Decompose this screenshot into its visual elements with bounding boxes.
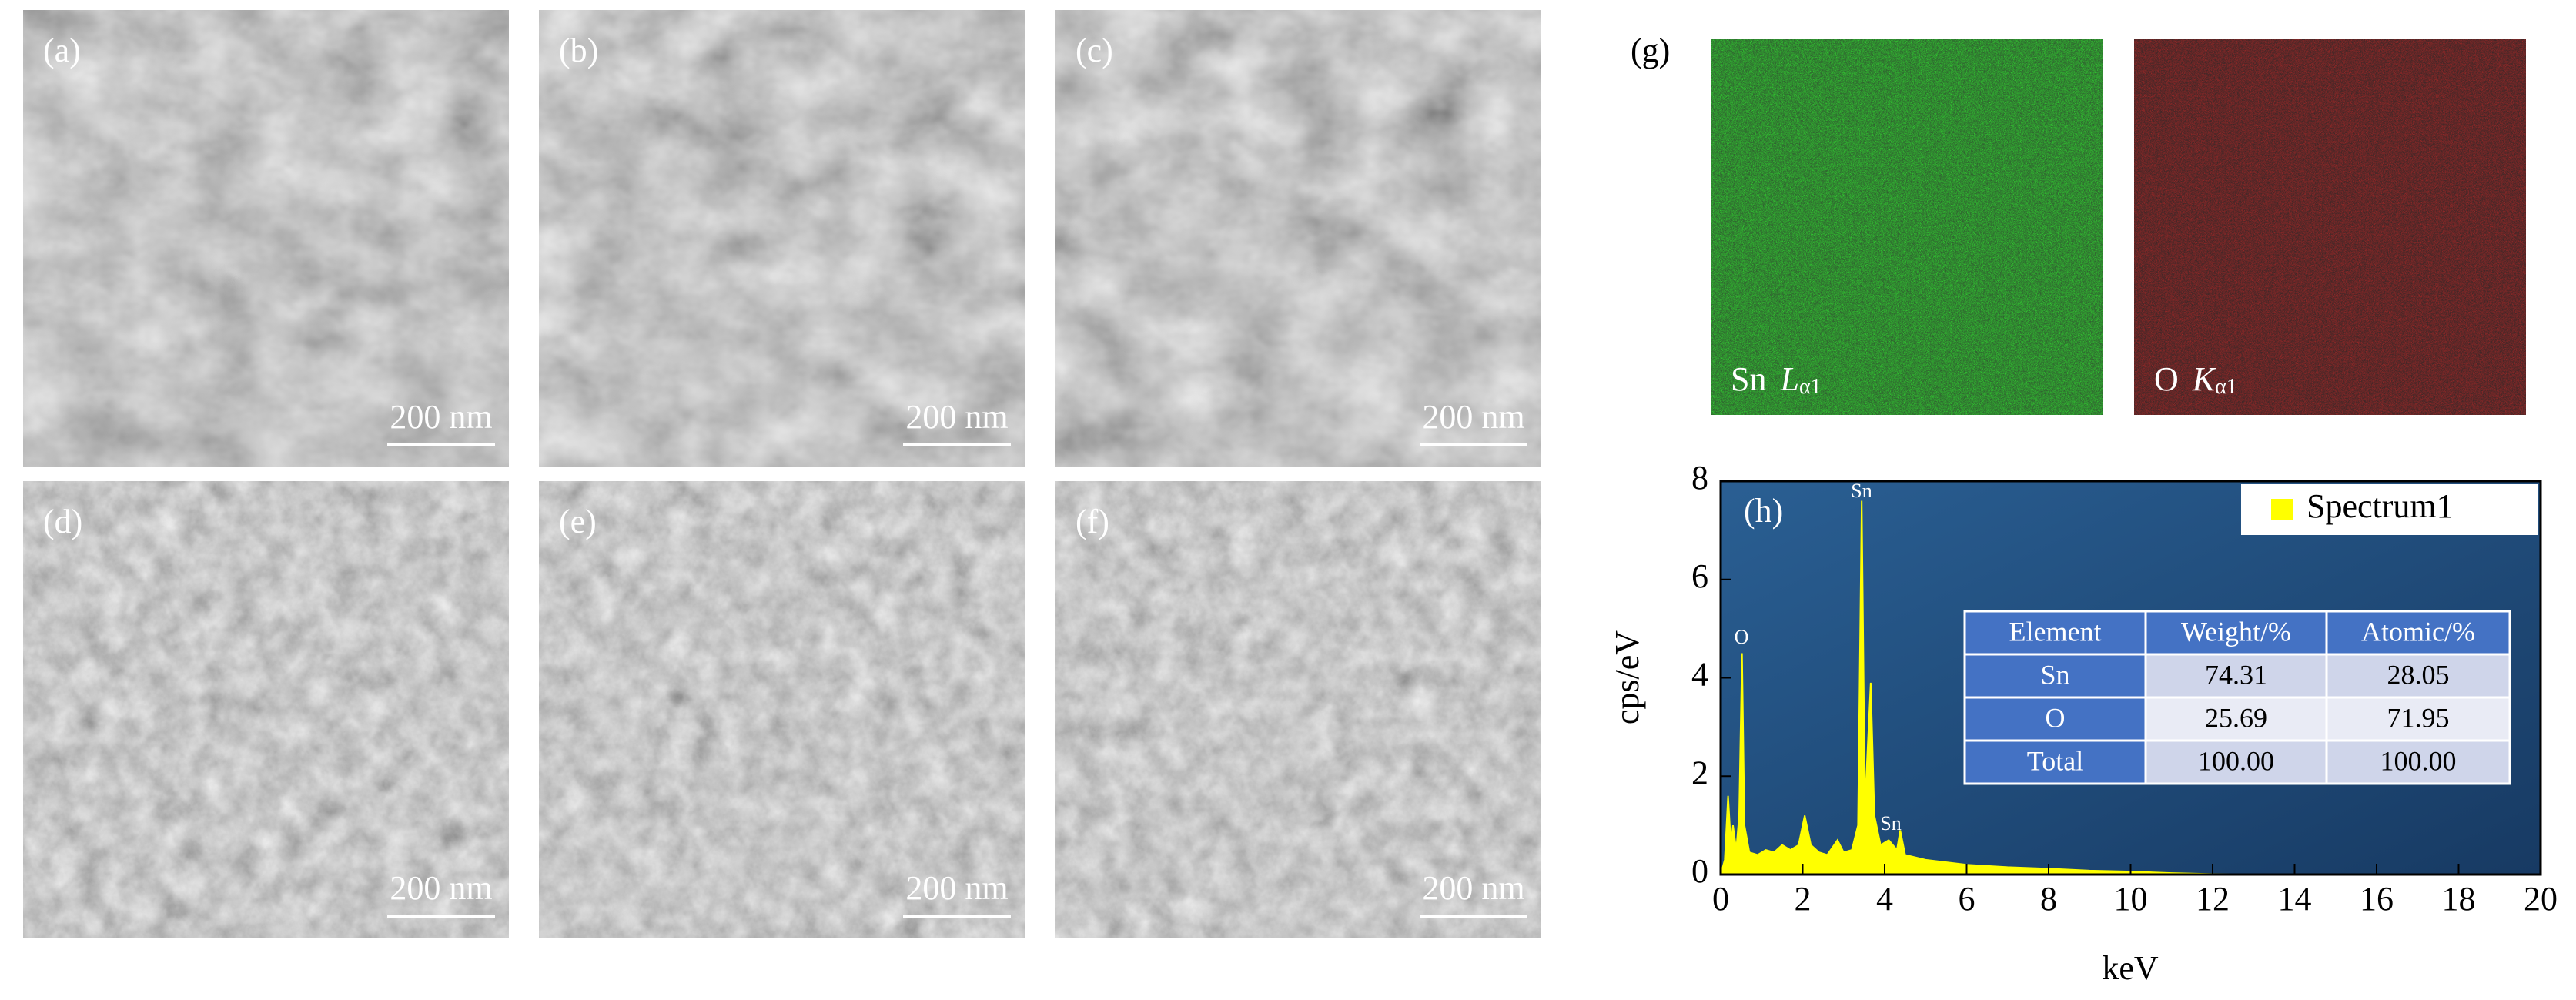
x-tick-label: 18	[2442, 880, 2476, 918]
x-axis-label: keV	[2102, 949, 2159, 987]
y-tick-label: 2	[1691, 754, 1708, 791]
sem-image	[539, 481, 1025, 938]
peak-label: Sn	[1880, 812, 1901, 834]
panel-label: (g)	[1631, 32, 1670, 69]
panel-label: (b)	[559, 32, 598, 69]
y-tick-label: 8	[1691, 459, 1708, 497]
legend-swatch	[2271, 499, 2293, 520]
scale-bar-label: 200 nm	[1422, 869, 1524, 907]
table-text: 25.69	[2205, 702, 2267, 733]
table-text: Weight/%	[2181, 616, 2291, 647]
x-tick-label: 10	[2114, 880, 2148, 918]
table-cell	[2325, 739, 2511, 785]
y-tick-label: 6	[1691, 557, 1708, 595]
peak-label: Sn	[1851, 480, 1872, 502]
sem-image	[539, 10, 1025, 467]
sem-image	[1055, 481, 1541, 938]
scale-bar-label: 200 nm	[390, 398, 492, 436]
sem-image	[23, 10, 509, 467]
sem-image	[1055, 10, 1541, 467]
map-label-part: L	[1779, 360, 1798, 398]
y-tick-label: 4	[1691, 656, 1708, 694]
map-label-part: α1	[1799, 375, 1822, 399]
map-label: O Kα1	[2154, 360, 2237, 399]
table-text: Atomic/%	[2361, 616, 2475, 647]
spectrum-area	[1720, 500, 2541, 875]
scale-bar-label: 200 nm	[390, 869, 492, 907]
x-tick-label: 16	[2360, 880, 2394, 918]
x-tick-label: 0	[1712, 880, 1729, 918]
x-tick-label: 6	[1959, 880, 1975, 918]
map-label-part: K	[2192, 360, 2217, 398]
sem-panels: (a) 200 nm (b) 200 nm (c) 200 nm (d) 200 nm (e) 2…	[23, 10, 1541, 938]
x-tick-label: 8	[2040, 880, 2057, 918]
eds-map	[1711, 39, 2103, 415]
table-text: 74.31	[2205, 659, 2267, 690]
table-text: Sn	[2040, 659, 2069, 690]
table-cell	[2325, 610, 2511, 656]
x-tick-label: 2	[1795, 880, 1812, 918]
x-tick-label: 4	[1876, 880, 1893, 918]
table-cell	[2325, 696, 2511, 742]
table-text: O	[2046, 702, 2066, 733]
table-cell	[2325, 653, 2511, 699]
panel-label: (d)	[43, 503, 82, 540]
table-text: 28.05	[2387, 659, 2450, 690]
map-label-part: Sn	[1731, 360, 1766, 398]
table-text: Total	[2027, 745, 2083, 776]
table-text: 100.00	[2380, 745, 2457, 776]
y-axis-label: cps/eV	[1608, 630, 1646, 724]
scale-bar-label: 200 nm	[905, 869, 1008, 907]
scale-bar-label: 200 nm	[1422, 398, 1524, 436]
table-cell	[1963, 739, 2147, 785]
table-text: 71.95	[2387, 702, 2450, 733]
table-text: 100.00	[2198, 745, 2274, 776]
eds-maps: (g) Sn Lα1 O Kα1	[1631, 32, 2526, 415]
spectrum-chart: (h) keV cps/eV Sn O Sn 0 2 4 6 8 10 12 14 16 18 20…	[1608, 459, 2558, 987]
map-label-part: α1	[2215, 375, 2237, 399]
panel-label: (a)	[43, 32, 81, 69]
table-cell	[1963, 653, 2147, 699]
x-tick-label: 12	[2196, 880, 2230, 918]
panel-label: (c)	[1076, 32, 1113, 69]
map-label: Sn Lα1	[1731, 360, 1822, 399]
panel-label: (h)	[1744, 492, 1783, 530]
sem-image	[23, 481, 509, 938]
eds-map	[2134, 39, 2526, 415]
peak-label: O	[1735, 626, 1749, 648]
y-tick-label: 0	[1691, 852, 1708, 890]
x-tick-label: 14	[2278, 880, 2312, 918]
panel-label: (e)	[559, 503, 597, 540]
table-text: Element	[2009, 616, 2102, 647]
x-tick-label: 20	[2524, 880, 2558, 918]
legend-label: Spectrum1	[2307, 487, 2454, 525]
panel-label: (f)	[1076, 503, 1109, 540]
map-label-part: O	[2154, 360, 2179, 398]
scale-bar-label: 200 nm	[905, 398, 1008, 436]
